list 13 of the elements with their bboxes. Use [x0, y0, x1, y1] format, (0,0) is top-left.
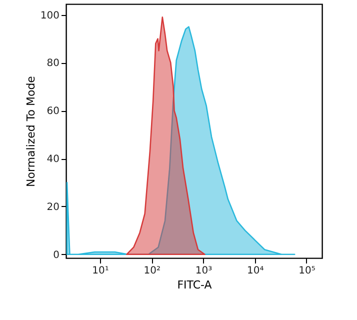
y-tick-label: 60	[46, 106, 60, 118]
y-tick-label: 0	[53, 250, 60, 261]
y-tick-label: 20	[46, 202, 60, 213]
y-tick-label: 40	[46, 154, 60, 166]
x-axis-title: FITC-A	[177, 278, 212, 292]
x-tick-label: 10²	[144, 266, 160, 276]
y-axis-title: Normalized To Mode	[24, 76, 38, 187]
x-tick-label: 10⁴	[246, 266, 264, 276]
y-tick-label: 100	[40, 10, 60, 22]
x-tick-label: 10¹	[92, 266, 109, 276]
y-tick-label: 80	[46, 58, 60, 70]
x-tick-label: 10⁵	[298, 266, 316, 276]
x-tick-label: 10³	[195, 266, 212, 276]
